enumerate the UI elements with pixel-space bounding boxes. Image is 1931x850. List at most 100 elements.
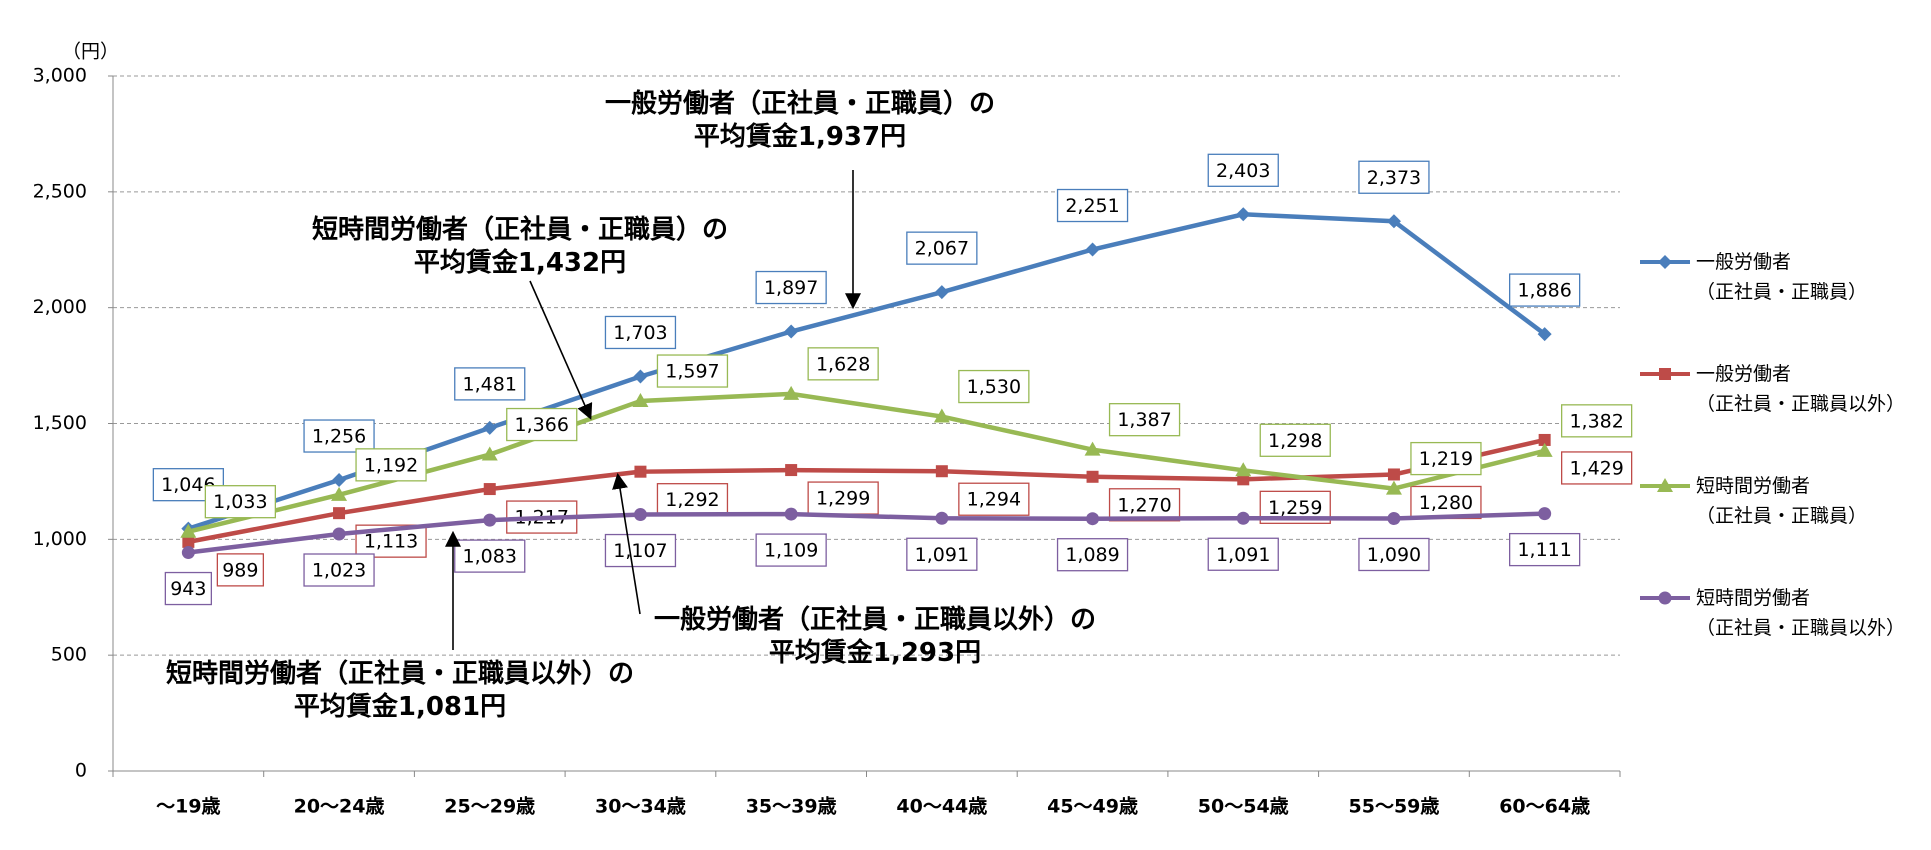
value-label-box: [216, 553, 265, 587]
value-label-box: [454, 367, 526, 401]
value-label-box: [506, 407, 578, 442]
x-tick-label: 20～24歳: [294, 796, 385, 818]
point: [1659, 368, 1671, 380]
value-label: 1,703: [613, 322, 667, 344]
series-line: [187, 437, 1546, 545]
legend-label: 短時間労働者 （正社員・正職員）: [1696, 475, 1868, 527]
point: [181, 546, 195, 560]
value-label: 1,107: [613, 540, 667, 562]
point: [1387, 511, 1401, 525]
value-label: 1,628: [816, 353, 870, 375]
value-label-box: [958, 482, 1030, 516]
point: [1084, 441, 1101, 456]
value-label: 1,886: [1517, 280, 1571, 302]
value-label-box: [1259, 423, 1331, 457]
point: [933, 408, 950, 423]
point: [332, 473, 347, 488]
point: [633, 369, 648, 384]
y-tick-label: 500: [51, 644, 87, 666]
value-label-box: [204, 485, 277, 519]
value-label: 1,387: [1117, 409, 1171, 431]
point: [482, 420, 497, 435]
point: [331, 486, 348, 501]
point: [182, 535, 195, 548]
point: [1658, 255, 1672, 269]
value-label: 1,292: [665, 489, 719, 511]
point: [1085, 242, 1100, 257]
value-label: 1,083: [463, 546, 517, 568]
value-label-box: [164, 571, 213, 606]
point: [632, 393, 649, 408]
point: [633, 508, 647, 522]
arrow: [612, 472, 641, 615]
value-label: 1,366: [515, 414, 569, 436]
value-label-box: [807, 347, 879, 381]
value-label-box: [906, 231, 978, 265]
arrow: [529, 280, 593, 420]
value-label: 1,192: [364, 454, 418, 476]
value-label-box: [1207, 537, 1279, 571]
value-label-box: [656, 354, 729, 388]
value-label-box: [958, 369, 1030, 404]
value-label-box: [303, 553, 375, 587]
value-label: 2,251: [1065, 195, 1119, 217]
point: [634, 465, 647, 478]
point: [935, 511, 949, 525]
x-tick-label: 30～34歳: [595, 796, 686, 818]
value-label: 1,298: [1268, 430, 1322, 452]
value-label-box: [604, 533, 677, 568]
y-tick-label: 1,000: [33, 528, 87, 550]
point: [1386, 214, 1401, 229]
value-label-box: [1561, 404, 1633, 438]
point: [1538, 507, 1552, 521]
point: [785, 464, 798, 477]
point: [1657, 478, 1673, 492]
arrows: [445, 170, 861, 650]
legend-label: 一般労働者 （正社員・正職員）: [1696, 251, 1868, 303]
x-tick-label: ～19歳: [156, 796, 220, 818]
point: [1086, 470, 1099, 483]
value-label: 1,259: [1268, 497, 1322, 519]
value-label: 1,109: [764, 540, 818, 562]
point: [1086, 512, 1100, 526]
value-label-box: [604, 315, 677, 350]
point: [1387, 468, 1400, 481]
value-label: 1,530: [967, 376, 1021, 398]
value-label: 1,270: [1117, 494, 1171, 516]
point: [1537, 327, 1552, 342]
value-label: 1,897: [764, 277, 818, 299]
value-label-box: [1509, 273, 1581, 307]
point: [332, 527, 346, 541]
value-label: 1,033: [213, 491, 267, 513]
point: [1236, 207, 1251, 222]
value-label: 1,597: [665, 361, 719, 383]
value-label-box: [1056, 188, 1129, 223]
value-label-box: [1561, 451, 1633, 485]
x-tick-label: 50～54歳: [1198, 796, 1289, 818]
legend-label: 一般労働者 （正社員・正職員以外）: [1696, 363, 1906, 415]
value-label: 1,089: [1065, 544, 1119, 566]
point: [483, 513, 497, 527]
value-label: 1,111: [1517, 539, 1571, 561]
x-tick-label: 35～39歳: [746, 796, 837, 818]
value-label: 943: [170, 578, 206, 600]
point: [481, 446, 498, 461]
value-label-box: [755, 533, 827, 567]
y-tick-label: 1,500: [33, 412, 87, 434]
value-label-box: [1509, 532, 1581, 567]
value-label: 2,403: [1216, 160, 1270, 182]
y-tick-label: 2,500: [33, 180, 87, 202]
value-label-box: [355, 448, 427, 482]
x-tick-label: 25～29歳: [444, 796, 535, 818]
value-label-box: [303, 419, 375, 453]
value-label: 1,219: [1419, 448, 1473, 470]
y-tick-label: 3,000: [33, 65, 87, 87]
point: [934, 285, 949, 300]
y-tick-label: 0: [75, 760, 87, 782]
point: [1658, 591, 1672, 605]
point: [333, 507, 346, 520]
value-label: 1,382: [1569, 410, 1623, 432]
value-label-box: [1207, 153, 1279, 187]
value-label-box: [1410, 485, 1482, 520]
